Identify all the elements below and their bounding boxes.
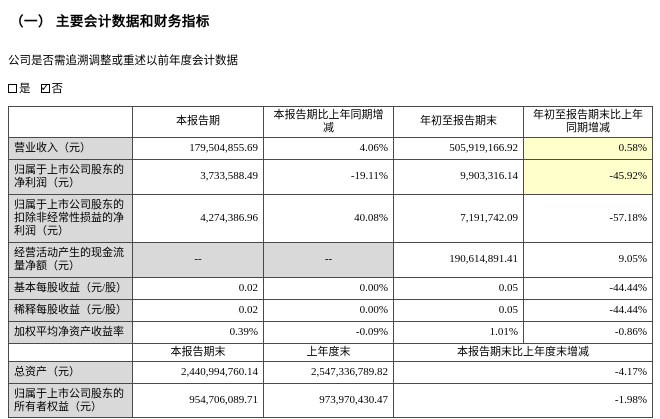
cell-value: 179,504,855.69 — [132, 136, 264, 160]
cell-value: 4.06% — [263, 136, 394, 160]
cell-value: -19.11% — [263, 158, 394, 195]
cell-value: -1.98% — [393, 382, 653, 419]
cell-value: 3,733,588.49 — [132, 158, 264, 195]
cell-value-highlighted: -45.92% — [523, 158, 653, 195]
table-row-net-profit-excl-nonrecurring: 归属于上市公司股东的扣除非经常性损益的净利润（元） 4,274,386.96 4… — [8, 193, 653, 243]
cell-value: -44.44% — [523, 276, 653, 300]
cell-value: 0.39% — [132, 320, 264, 344]
cell-value: 9.05% — [523, 241, 653, 278]
cell-value: -57.18% — [523, 193, 653, 243]
cell-value: 973,970,430.47 — [263, 382, 394, 419]
row-label: 加权平均净资产收益率 — [8, 320, 133, 344]
cell-placeholder: -- — [263, 241, 394, 278]
cell-placeholder: -- — [132, 241, 264, 278]
header-empty-cell — [8, 106, 133, 138]
cell-value: 40.08% — [263, 193, 394, 243]
col-header-prior-year-end: 上年度末 — [263, 342, 394, 362]
row-label: 归属于上市公司股东的扣除非经常性损益的净利润（元） — [8, 193, 133, 243]
row-label: 归属于上市公司股东的净利润（元） — [8, 158, 133, 195]
checkbox-checked-icon[interactable] — [40, 81, 50, 94]
financial-indicators-table: 本报告期 本报告期比上年同期增减 年初至报告期末 年初至报告期末比上年同期增减 … — [8, 106, 653, 419]
cell-value-highlighted: 0.58% — [523, 136, 653, 160]
cell-value: 4,274,386.96 — [132, 193, 264, 243]
table-row-net-profit: 归属于上市公司股东的净利润（元） 3,733,588.49 -19.11% 9,… — [8, 158, 653, 195]
option-yes[interactable]: 是 — [8, 80, 31, 96]
col-header-current-period: 本报告期 — [132, 106, 264, 138]
option-no-label: 否 — [51, 83, 64, 95]
cell-value: 190,614,891.41 — [393, 241, 524, 278]
cell-value: 7,191,742.09 — [393, 193, 524, 243]
cell-value: -44.44% — [523, 298, 653, 322]
cell-value: 0.00% — [263, 298, 394, 322]
table-row-weighted-avg-roe: 加权平均净资产收益率 0.39% -0.09% 1.01% -0.86% — [8, 320, 653, 344]
cell-value: 9,903,316.14 — [393, 158, 524, 195]
cell-value: -4.17% — [393, 360, 653, 384]
col-header-ytd: 年初至报告期末 — [393, 106, 524, 138]
cell-value: 954,706,089.71 — [132, 382, 264, 419]
cell-value: 0.02 — [132, 298, 264, 322]
cell-value: 1.01% — [393, 320, 524, 344]
cell-value: 505,919,166.92 — [393, 136, 524, 160]
cell-value: 0.00% — [263, 276, 394, 300]
table-row-diluted-eps: 稀释每股收益（元/股） 0.02 0.00% 0.05 -44.44% — [8, 298, 653, 322]
cell-value: 2,440,994,760.14 — [132, 360, 264, 384]
col-header-ytd-change: 年初至报告期末比上年同期增减 — [523, 106, 653, 138]
row-label: 总资产（元） — [8, 360, 133, 384]
table-row-shareholders-equity: 归属于上市公司股东的所有者权益（元） 954,706,089.71 973,97… — [8, 382, 653, 419]
table-row-revenue: 营业收入（元） 179,504,855.69 4.06% 505,919,166… — [8, 136, 653, 160]
col-header-period-end: 本报告期末 — [132, 342, 264, 362]
row-label: 营业收入（元） — [8, 136, 133, 160]
cell-value: 0.02 — [132, 276, 264, 300]
restatement-question: 公司是否需追溯调整或重述以前年度会计数据 — [8, 55, 238, 67]
col-header-period-change: 本报告期比上年同期增减 — [263, 106, 394, 138]
row-label: 基本每股收益（元/股） — [8, 276, 133, 300]
restatement-answer: 是 否 — [8, 80, 652, 96]
checkbox-unchecked-icon[interactable] — [8, 83, 17, 93]
col-header-period-end-change: 本报告期末比上年度末增减 — [393, 342, 653, 362]
cell-value: -0.86% — [523, 320, 653, 344]
cell-value: 0.05 — [393, 298, 524, 322]
header-empty-cell — [8, 342, 133, 362]
header-row-period-end: 本报告期末 上年度末 本报告期末比上年度末增减 — [8, 342, 653, 362]
row-label: 归属于上市公司股东的所有者权益（元） — [8, 382, 133, 419]
table-row-operating-cash-flow: 经营活动产生的现金流量净额（元） -- -- 190,614,891.41 9.… — [8, 241, 653, 278]
option-yes-label: 是 — [19, 83, 31, 95]
table-row-total-assets: 总资产（元） 2,440,994,760.14 2,547,336,789.82… — [8, 360, 653, 384]
section-heading: （一） 主要会计数据和财务指标 — [10, 14, 210, 29]
table-row-basic-eps: 基本每股收益（元/股） 0.02 0.00% 0.05 -44.44% — [8, 276, 653, 300]
cell-value: 2,547,336,789.82 — [263, 360, 394, 384]
cell-value: 0.05 — [393, 276, 524, 300]
row-label: 经营活动产生的现金流量净额（元） — [8, 241, 133, 278]
header-row-period: 本报告期 本报告期比上年同期增减 年初至报告期末 年初至报告期末比上年同期增减 — [8, 106, 653, 138]
option-no[interactable]: 否 — [40, 80, 64, 96]
cell-value: -0.09% — [263, 320, 394, 344]
row-label: 稀释每股收益（元/股） — [8, 298, 133, 322]
